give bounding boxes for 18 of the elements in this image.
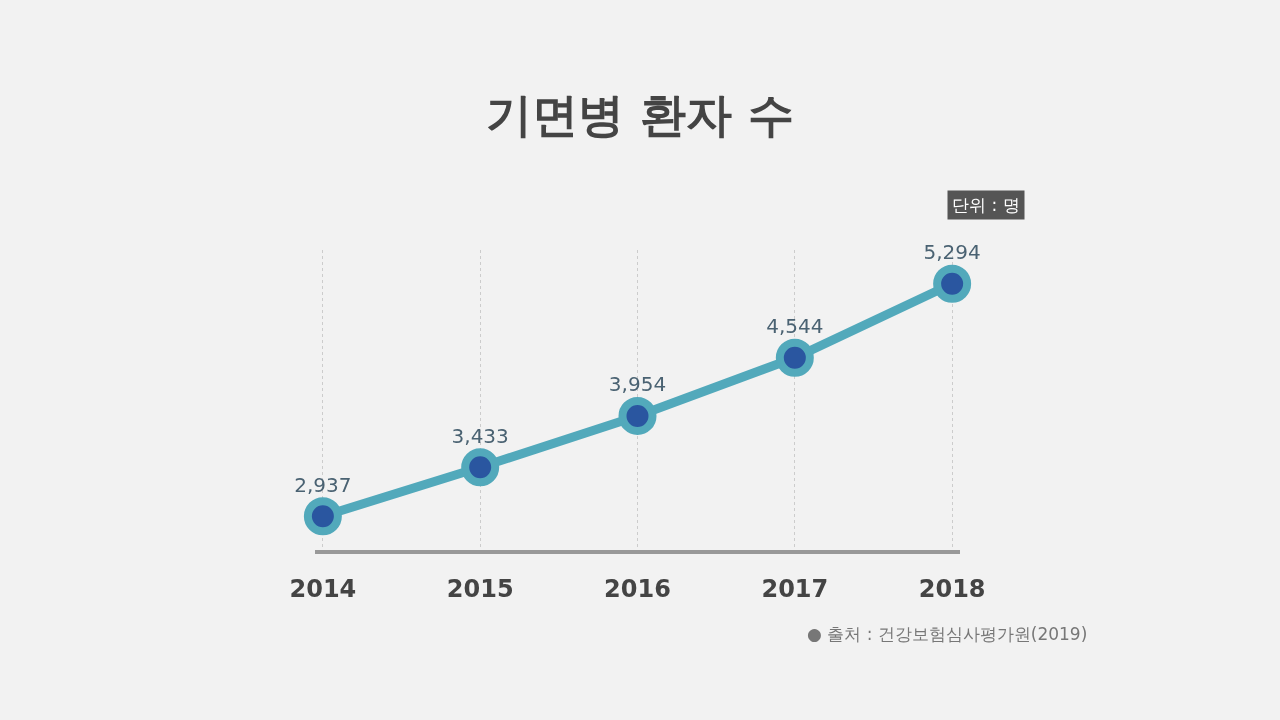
text: 단위 : 명	[952, 195, 1020, 215]
x-tick-label: 2015	[446, 574, 514, 603]
chart-title: 기면병 환자 수	[485, 88, 795, 143]
data-label: 4,544	[766, 313, 824, 338]
point	[303, 497, 342, 536]
point	[775, 338, 814, 377]
point	[461, 448, 500, 487]
data-label: 3,954	[608, 372, 667, 397]
x-tick-label: 2017	[761, 574, 829, 603]
point	[933, 264, 972, 303]
data-label: 2,937	[294, 472, 352, 497]
point	[618, 396, 657, 435]
x-tick-label: 2018	[918, 574, 986, 603]
text: ● 출처 : 건강보험심사평가원(2019)	[807, 624, 1088, 644]
x-tick-label: 2016	[604, 574, 671, 603]
data-label: 3,433	[451, 423, 509, 448]
x-tick-label: 2014	[289, 574, 357, 603]
data-label: 5,294	[923, 240, 981, 264]
